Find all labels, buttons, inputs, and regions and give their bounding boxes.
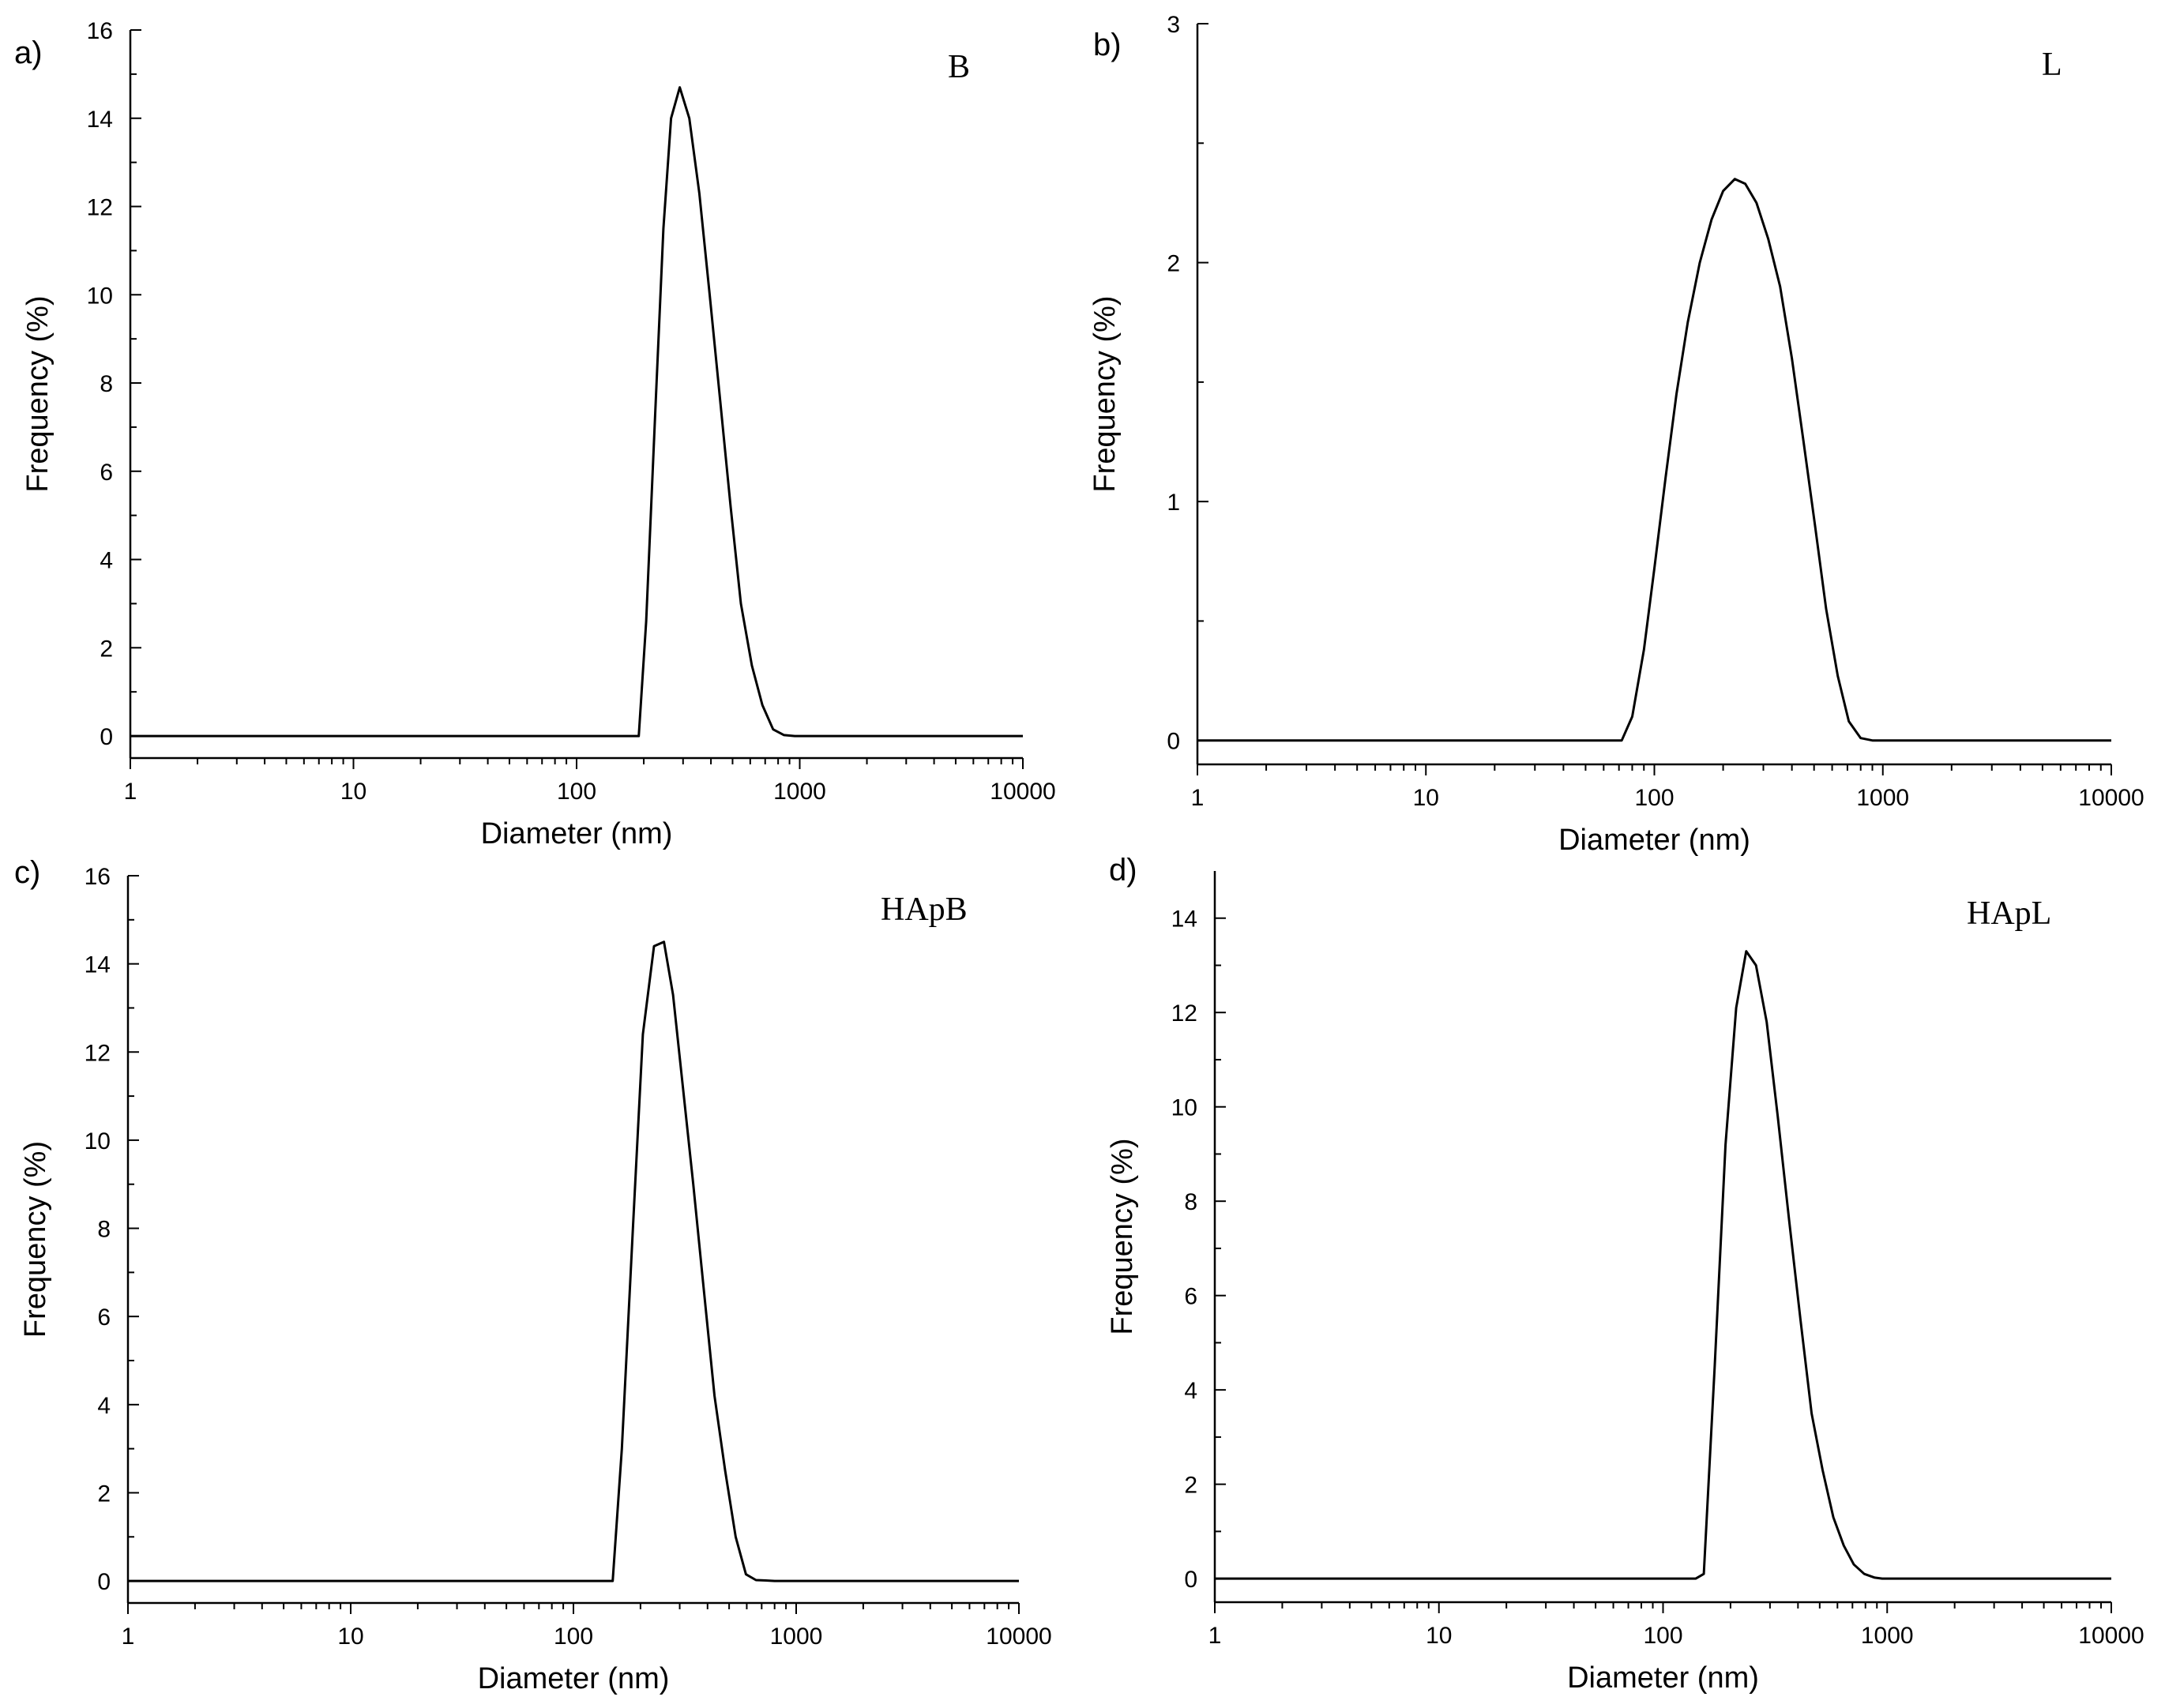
x-tick-label: 10	[1426, 1623, 1452, 1649]
x-tick-label: 1	[124, 779, 137, 805]
x-tick-label: 10000	[2078, 785, 2144, 811]
series-line	[128, 940, 1019, 1582]
y-tick-label: 14	[85, 952, 111, 978]
panel-label: b)	[1093, 28, 1122, 62]
chart-panel-2: 0 1 2 3 1 10 100 1000 10000 Diameter (nm) Frequenc…	[1088, 12, 2144, 857]
x-tick-label: 100	[554, 1624, 593, 1650]
x-tick-label: 10000	[990, 779, 1055, 805]
y-tick-label: 12	[87, 195, 113, 221]
x-tick-label: 1000	[1861, 1623, 1914, 1649]
y-tick-label: 16	[85, 864, 111, 890]
x-tick-label: 100	[1643, 1623, 1682, 1649]
x-tick-label: 1000	[770, 1624, 823, 1650]
x-tick-label: 100	[557, 779, 596, 805]
y-tick-label: 2	[1167, 251, 1180, 277]
x-tick-label: 10	[1413, 785, 1439, 811]
x-tick-label: 10000	[986, 1624, 1051, 1650]
sample-label: B	[948, 49, 970, 85]
y-tick-label: 3	[1167, 12, 1180, 38]
chart-panel-3: 0 2 4 6 8 10 12 14 16 1 10 100 1000 10000 Diameter (nm…	[14, 855, 1052, 1695]
panel-label: c)	[14, 855, 40, 890]
series-line	[130, 86, 1023, 738]
x-axis-title: Diameter (nm)	[1567, 1661, 1759, 1695]
y-tick-label: 14	[1171, 907, 1197, 933]
y-tick-label: 2	[97, 1481, 111, 1507]
y-axis-title: Frequency (%)	[1106, 1138, 1139, 1334]
y-tick-label: 14	[87, 107, 113, 133]
y-tick-label: 6	[97, 1304, 111, 1331]
y-tick-label: 4	[100, 548, 113, 574]
sample-label: HApL	[1967, 895, 2051, 932]
y-tick-label: 4	[97, 1393, 111, 1419]
y-tick-label: 8	[1184, 1189, 1197, 1215]
y-tick-label: 0	[1184, 1567, 1197, 1593]
y-tick-label: 6	[1184, 1284, 1197, 1310]
y-tick-label: 6	[100, 460, 113, 486]
sample-label: HApB	[881, 892, 968, 928]
panel-label: a)	[14, 36, 43, 70]
y-tick-label: 4	[1184, 1378, 1197, 1404]
y-tick-label: 8	[97, 1217, 111, 1243]
x-tick-label: 1	[122, 1624, 135, 1650]
x-tick-label: 1000	[1856, 785, 1909, 811]
y-tick-label: 10	[85, 1128, 111, 1154]
y-tick-label: 8	[100, 371, 113, 397]
x-tick-label: 1	[1208, 1623, 1222, 1649]
panel-label: d)	[1109, 853, 1137, 888]
chart-panel-4: 0 2 4 6 8 10 12 14 1 10 100 1000 10000 Diameter (nm) F…	[1106, 853, 2144, 1695]
x-tick-label: 10	[340, 779, 366, 805]
y-tick-label: 0	[97, 1569, 111, 1595]
x-axis-title: Diameter (nm)	[481, 817, 673, 850]
x-tick-label: 1	[1191, 785, 1205, 811]
y-tick-label: 16	[87, 18, 113, 44]
y-tick-label: 2	[100, 636, 113, 662]
sample-label: L	[2042, 47, 2062, 83]
y-tick-label: 10	[87, 283, 113, 309]
x-tick-label: 100	[1634, 785, 1674, 811]
y-tick-label: 0	[1167, 729, 1180, 755]
chart-panel-1: 0 2 4 6 8 10 12 14 16 1 10 100 1000 10000 Diameter (nm…	[14, 18, 1056, 850]
y-tick-label: 2	[1184, 1473, 1197, 1499]
y-axis-title: Frequency (%)	[1088, 295, 1122, 492]
x-axis-title: Diameter (nm)	[1558, 824, 1750, 857]
x-tick-label: 10000	[2078, 1623, 2144, 1649]
y-axis-title: Frequency (%)	[19, 1141, 52, 1338]
y-tick-label: 0	[100, 724, 113, 750]
series-line	[1197, 178, 2111, 742]
y-tick-label: 10	[1171, 1095, 1197, 1121]
y-tick-label: 12	[85, 1040, 111, 1066]
y-tick-label: 1	[1167, 490, 1180, 516]
y-tick-label: 12	[1171, 1000, 1197, 1027]
x-tick-label: 1000	[773, 779, 826, 805]
x-tick-label: 10	[337, 1624, 363, 1650]
series-line	[1215, 950, 2111, 1580]
x-axis-title: Diameter (nm)	[478, 1662, 670, 1695]
y-axis-title: Frequency (%)	[21, 295, 55, 492]
